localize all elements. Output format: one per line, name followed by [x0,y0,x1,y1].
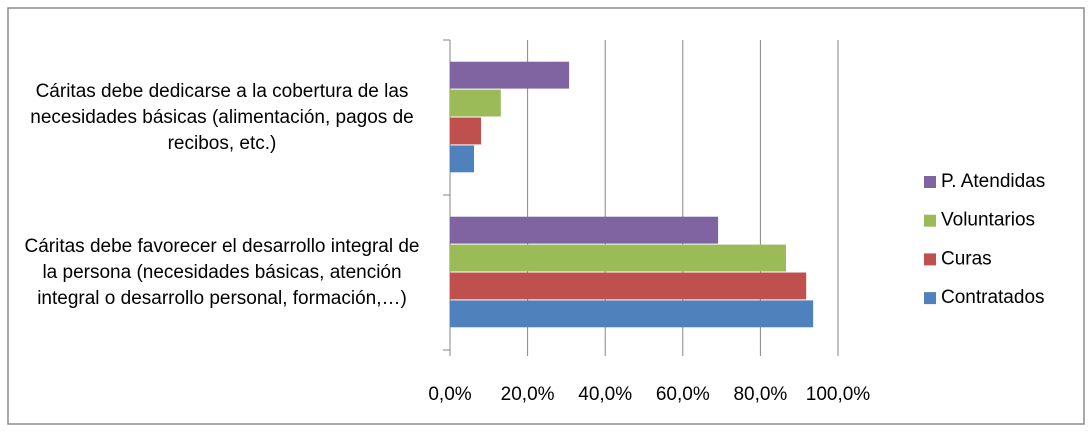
bar [450,216,719,244]
x-tick-label: 0,0% [428,384,471,405]
bar [450,61,570,89]
legend-swatch [924,176,936,188]
x-tick-label: 60,0% [656,384,710,405]
legend-swatch [924,253,936,266]
bar [450,117,482,145]
x-tick-label: 80,0% [733,384,787,405]
legend-label: Voluntarios [941,210,1035,231]
legend-label: Curas [941,248,992,269]
legend-label: Contratados [941,287,1045,308]
bar [450,244,787,272]
category-label: Cáritas debe favorecer el desarrollo int… [24,235,420,309]
x-tick-label: 100,0% [806,384,871,405]
legend-swatch [924,214,936,227]
category-label: Cáritas debe dedicarse a la cobertura de… [30,80,414,154]
legend-swatch [924,292,936,305]
bar [450,89,501,117]
bar [450,300,814,328]
legend-label: P. Atendidas [941,171,1045,192]
bar [450,145,475,173]
x-tick-label: 40,0% [578,384,632,405]
bar [450,272,807,300]
x-tick-label: 20,0% [501,384,555,405]
